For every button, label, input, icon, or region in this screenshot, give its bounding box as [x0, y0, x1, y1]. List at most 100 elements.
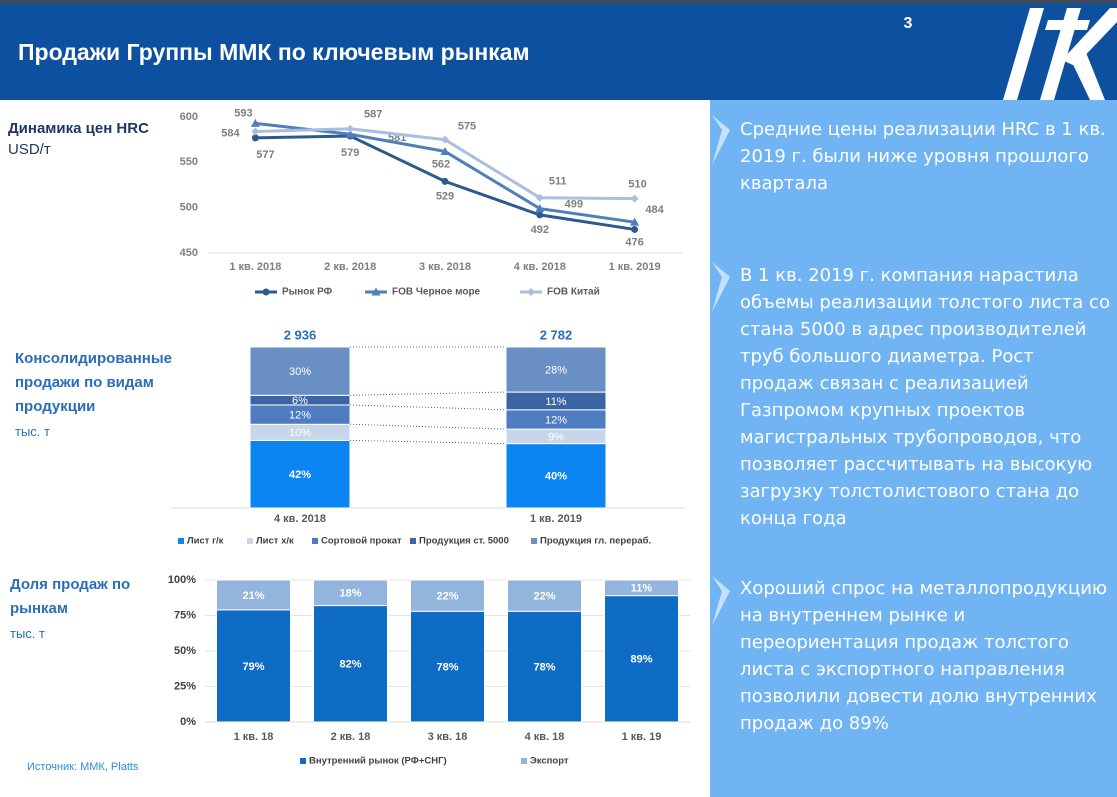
x-tick-label: 1 кв. 2018	[229, 261, 281, 273]
data-label: 40%	[545, 471, 567, 483]
legend-label: FOB Китай	[547, 287, 600, 298]
legend-swatch	[521, 758, 527, 764]
bar-segment	[604, 579, 679, 597]
data-label: 12%	[289, 410, 311, 422]
chart-subtitle: тыс. т	[10, 626, 45, 641]
slide-title: Продажи Группы ММК по ключевым рынкам	[18, 39, 530, 65]
bar-segment	[604, 595, 679, 723]
bar-segment	[216, 579, 291, 611]
x-tick-label: 4 кв. 2018	[514, 261, 566, 273]
legend-swatch	[531, 538, 537, 544]
x-tick-label: 1 кв. 2019	[609, 261, 661, 273]
point	[262, 288, 270, 296]
chart-subtitle: тыс. т	[15, 424, 50, 439]
data-label: 9%	[548, 431, 564, 443]
y-tick-label: 100%	[168, 574, 196, 586]
legend-label: Лист г/к	[187, 536, 224, 547]
point	[631, 225, 639, 233]
legend-label: Продукция гл. перераб.	[540, 536, 651, 547]
data-label: 577	[256, 149, 274, 161]
y-tick-label: 500	[180, 202, 198, 214]
bar-segment	[249, 439, 351, 509]
data-label: 28%	[545, 364, 567, 376]
legend-swatch	[300, 758, 306, 764]
bar-segment	[216, 609, 291, 723]
data-label: 12%	[545, 414, 567, 426]
point	[630, 217, 640, 226]
point	[441, 177, 449, 185]
legend-label: Рынок РФ	[282, 287, 333, 298]
point	[527, 288, 535, 296]
legend-label: Экспорт	[530, 756, 569, 767]
text-panel	[710, 100, 1117, 797]
bar-segment	[507, 610, 582, 723]
bar-segment	[410, 610, 485, 723]
x-tick-label: 2 кв. 18	[331, 731, 371, 743]
point	[535, 204, 545, 213]
data-label: 18%	[339, 588, 361, 600]
bar-segment	[313, 579, 388, 607]
connector	[349, 391, 507, 396]
x-tick-label: 1 кв. 2019	[530, 513, 582, 525]
data-label: 587	[364, 109, 382, 121]
bar-segment	[313, 605, 388, 723]
legend-label: FOB Черное море	[392, 287, 481, 298]
top-strip	[0, 0, 1117, 4]
y-tick-label: 550	[180, 156, 198, 168]
data-label: 89%	[630, 654, 652, 666]
point	[346, 124, 355, 133]
connector	[349, 423, 507, 430]
legend-label: Продукция ст. 5000	[419, 536, 509, 547]
point	[345, 129, 355, 138]
point	[440, 146, 450, 155]
data-label: 476	[625, 236, 643, 248]
data-label: 484	[645, 204, 664, 216]
data-label: 11%	[631, 583, 653, 595]
data-label: 10%	[289, 427, 311, 439]
point	[536, 211, 544, 219]
bullet-text: Средние цены реализации HRC в 1 кв. 2019…	[740, 119, 1106, 194]
y-tick-label: 50%	[174, 645, 196, 657]
total-label: 2 782	[540, 327, 573, 342]
bar-segment	[505, 346, 607, 393]
data-label: 78%	[436, 662, 458, 674]
point	[535, 193, 544, 202]
logo	[1003, 8, 1117, 100]
x-tick-label: 1 кв. 19	[622, 731, 662, 743]
point	[371, 287, 381, 296]
data-label: 584	[221, 127, 240, 139]
x-tick-label: 3 кв. 2018	[419, 261, 471, 273]
data-label: 499	[565, 198, 583, 210]
y-tick-label: 450	[180, 247, 198, 259]
y-tick-label: 0%	[180, 716, 196, 728]
chart-subtitle: USD/т	[8, 141, 51, 158]
data-label: 78%	[533, 662, 555, 674]
data-label: 22%	[436, 591, 458, 603]
bullet-text: В 1 кв. 2019 г. компания нарастила объем…	[740, 265, 1110, 529]
point	[251, 127, 260, 136]
legend-label: Внутренний рынок (РФ+СНГ)	[309, 756, 447, 767]
chart-title: Доля продаж по рынкам	[10, 576, 131, 617]
data-label: 79%	[242, 661, 264, 673]
data-label: 510	[628, 179, 646, 191]
legend-swatch	[312, 538, 318, 544]
data-label: 562	[432, 158, 450, 170]
data-label: 82%	[339, 659, 361, 671]
point	[251, 134, 259, 142]
connector	[349, 404, 507, 411]
point	[250, 118, 260, 127]
legend-swatch	[247, 538, 253, 544]
legend-label: Лист х/к	[256, 536, 294, 547]
data-label: 492	[531, 224, 549, 236]
connector	[349, 439, 507, 445]
x-tick-label: 4 кв. 2018	[274, 513, 326, 525]
data-label: 30%	[289, 366, 311, 378]
point	[441, 135, 449, 144]
data-label: 42%	[289, 469, 311, 481]
page-number: 3	[904, 15, 913, 32]
chart-title: Консолидированные продажи по видам проду…	[15, 350, 172, 415]
x-tick-label: 2 кв. 2018	[324, 261, 376, 273]
x-tick-label: 1 кв. 18	[234, 731, 274, 743]
